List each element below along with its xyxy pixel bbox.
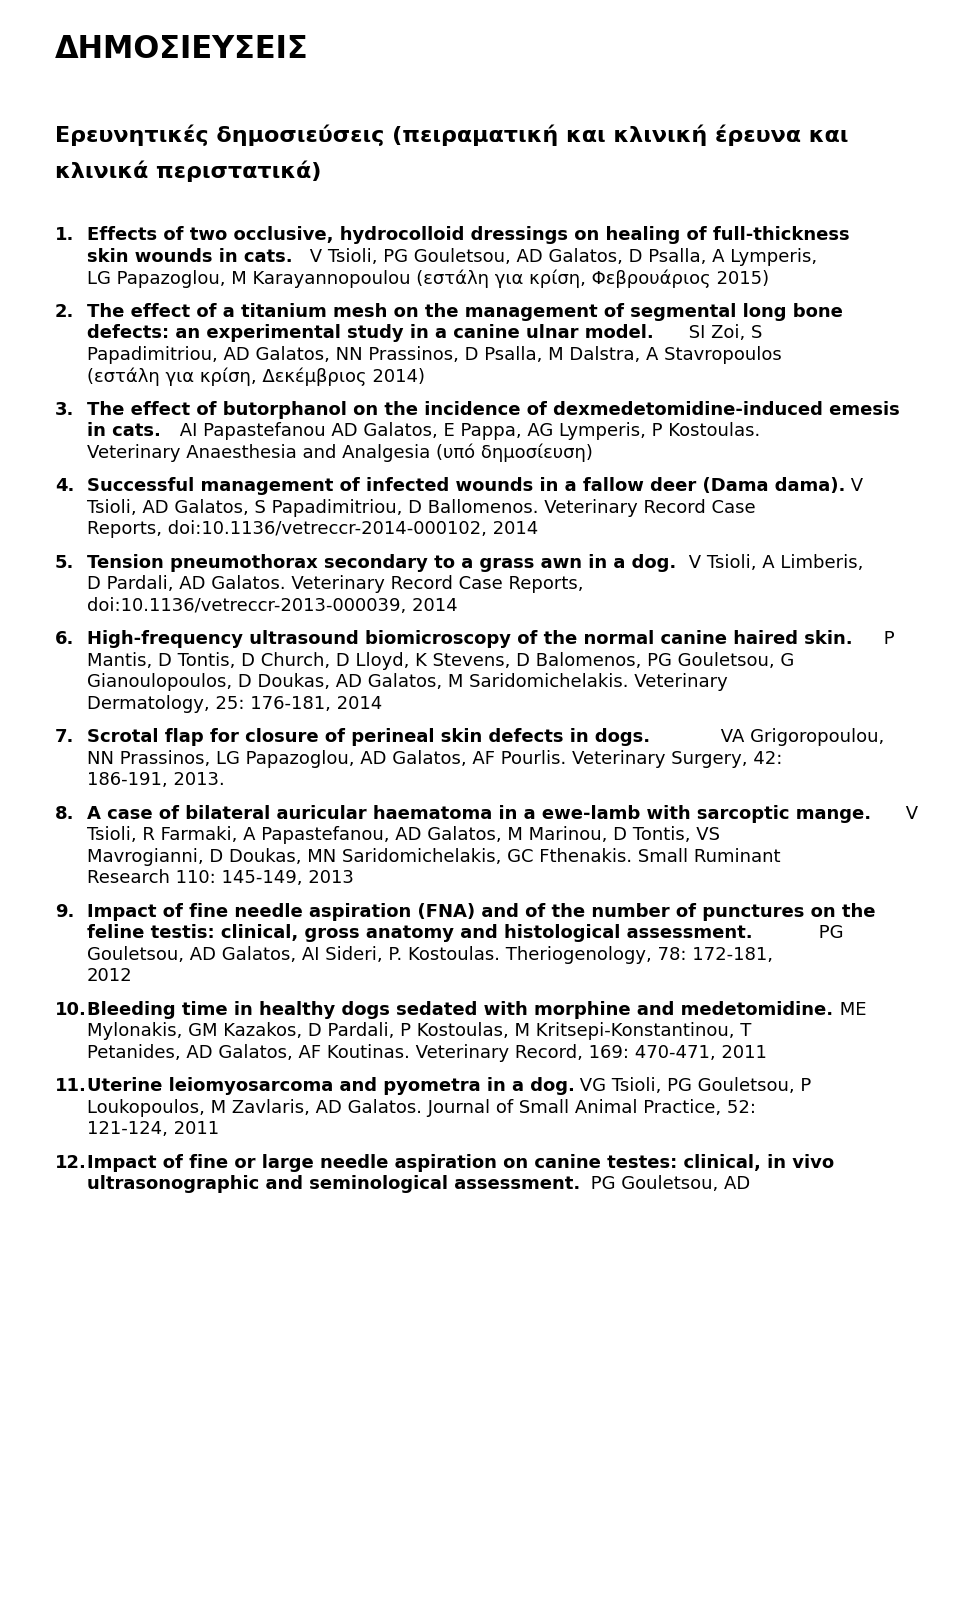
Text: 10.: 10. [55, 1000, 86, 1018]
Text: 3.: 3. [55, 401, 74, 419]
Text: The effect of a titanium mesh on the management of segmental long bone: The effect of a titanium mesh on the man… [87, 303, 843, 321]
Text: D Pardali, AD Galatos. Veterinary Record Case Reports,: D Pardali, AD Galatos. Veterinary Record… [87, 575, 584, 593]
Text: Tension pneumothorax secondary to a grass awn in a dog.: Tension pneumothorax secondary to a gras… [87, 554, 676, 572]
Text: 1.: 1. [55, 226, 74, 245]
Text: Papadimitriou, AD Galatos, NN Prassinos, D Psalla, M Dalstra, A Stavropoulos: Papadimitriou, AD Galatos, NN Prassinos,… [87, 346, 781, 364]
Text: V Tsioli, A Limberis,: V Tsioli, A Limberis, [683, 554, 863, 572]
Text: Successful management of infected wounds in a fallow deer (Dama dama).: Successful management of infected wounds… [87, 477, 846, 495]
Text: Scrotal flap for closure of perineal skin defects in dogs.: Scrotal flap for closure of perineal ski… [87, 728, 650, 746]
Text: 8.: 8. [55, 804, 75, 823]
Text: 186-191, 2013.: 186-191, 2013. [87, 772, 225, 789]
Text: 7.: 7. [55, 728, 74, 746]
Text: 9.: 9. [55, 902, 74, 920]
Text: ΔΗΜΟΣΙΕΥΣΕΙΣ: ΔΗΜΟΣΙΕΥΣΕΙΣ [55, 35, 309, 64]
Text: ultrasonographic and seminological assessment.: ultrasonographic and seminological asses… [87, 1174, 580, 1194]
Text: Veterinary Anaesthesia and Analgesia (υπό δημοσίευση): Veterinary Anaesthesia and Analgesia (υπ… [87, 443, 593, 462]
Text: 5.: 5. [55, 554, 74, 572]
Text: AI Papastefanou AD Galatos, E Pappa, AG Lymperis, P Kostoulas.: AI Papastefanou AD Galatos, E Pappa, AG … [174, 422, 760, 440]
Text: V Tsioli, PG Gouletsou, AD Galatos, D Psalla, A Lymperis,: V Tsioli, PG Gouletsou, AD Galatos, D Ps… [303, 248, 817, 266]
Text: Ερευνητικές δημοσιεύσεις (πειραματική και κλινική έρευνα και: Ερευνητικές δημοσιεύσεις (πειραματική κα… [55, 126, 849, 147]
Text: Uterine leiomyosarcoma and pyometra in a dog.: Uterine leiomyosarcoma and pyometra in a… [87, 1078, 575, 1095]
Text: 2012: 2012 [87, 967, 132, 984]
Text: Reports, doi:10.1136/vetreccr-2014-000102, 2014: Reports, doi:10.1136/vetreccr-2014-00010… [87, 520, 539, 538]
Text: ME: ME [834, 1000, 867, 1018]
Text: Mantis, D Tontis, D Church, D Lloyd, K Stevens, D Balomenos, PG Gouletsou, G: Mantis, D Tontis, D Church, D Lloyd, K S… [87, 651, 794, 670]
Text: 121-124, 2011: 121-124, 2011 [87, 1120, 219, 1137]
Text: defects: an experimental study in a canine ulnar model.: defects: an experimental study in a cani… [87, 324, 654, 342]
Text: VA Grigoropoulou,: VA Grigoropoulou, [715, 728, 884, 746]
Text: VG Tsioli, PG Gouletsou, P: VG Tsioli, PG Gouletsou, P [574, 1078, 812, 1095]
Text: 11.: 11. [55, 1078, 86, 1095]
Text: in cats.: in cats. [87, 422, 161, 440]
Text: Tsioli, AD Galatos, S Papadimitriou, D Ballomenos. Veterinary Record Case: Tsioli, AD Galatos, S Papadimitriou, D B… [87, 499, 756, 517]
Text: 4.: 4. [55, 477, 74, 495]
Text: doi:10.1136/vetreccr-2013-000039, 2014: doi:10.1136/vetreccr-2013-000039, 2014 [87, 596, 458, 615]
Text: Tsioli, R Farmaki, A Papastefanou, AD Galatos, M Marinou, D Tontis, VS: Tsioli, R Farmaki, A Papastefanou, AD Ga… [87, 826, 720, 844]
Text: Research 110: 145-149, 2013: Research 110: 145-149, 2013 [87, 868, 354, 888]
Text: Impact of fine or large needle aspiration on canine testes: clinical, in vivo: Impact of fine or large needle aspiratio… [87, 1153, 834, 1171]
Text: A case of bilateral auricular haematoma in a ewe-lamb with sarcoptic mange.: A case of bilateral auricular haematoma … [87, 804, 871, 823]
Text: SI Zoi, S: SI Zoi, S [683, 324, 762, 342]
Text: (εστάλη για κρίση, Δεκέμβριος 2014): (εστάλη για κρίση, Δεκέμβριος 2014) [87, 367, 425, 385]
Text: Dermatology, 25: 176-181, 2014: Dermatology, 25: 176-181, 2014 [87, 694, 382, 712]
Text: Impact of fine needle aspiration (FNA) and of the number of punctures on the: Impact of fine needle aspiration (FNA) a… [87, 902, 876, 920]
Text: Mavrogianni, D Doukas, MN Saridomichelakis, GC Fthenakis. Small Ruminant: Mavrogianni, D Doukas, MN Saridomichelak… [87, 847, 780, 865]
Text: Petanides, AD Galatos, AF Koutinas. Veterinary Record, 169: 470-471, 2011: Petanides, AD Galatos, AF Koutinas. Vete… [87, 1044, 767, 1062]
Text: PG: PG [813, 925, 843, 942]
Text: Loukopoulos, M Zavlaris, AD Galatos. Journal of Small Animal Practice, 52:: Loukopoulos, M Zavlaris, AD Galatos. Jou… [87, 1099, 756, 1116]
Text: NN Prassinos, LG Papazoglou, AD Galatos, AF Pourlis. Veterinary Surgery, 42:: NN Prassinos, LG Papazoglou, AD Galatos,… [87, 749, 782, 767]
Text: V: V [900, 804, 918, 823]
Text: Effects of two occlusive, hydrocolloid dressings on healing of full-thickness: Effects of two occlusive, hydrocolloid d… [87, 226, 850, 245]
Text: Gianoulopoulos, D Doukas, AD Galatos, M Saridomichelakis. Veterinary: Gianoulopoulos, D Doukas, AD Galatos, M … [87, 673, 728, 691]
Text: Mylonakis, GM Kazakos, D Pardali, P Kostoulas, M Kritsepi-Konstantinou, T: Mylonakis, GM Kazakos, D Pardali, P Kost… [87, 1021, 752, 1041]
Text: 6.: 6. [55, 630, 74, 648]
Text: P: P [877, 630, 895, 648]
Text: feline testis: clinical, gross anatomy and histological assessment.: feline testis: clinical, gross anatomy a… [87, 925, 753, 942]
Text: 12.: 12. [55, 1153, 86, 1171]
Text: V: V [846, 477, 863, 495]
Text: 2.: 2. [55, 303, 74, 321]
Text: Gouletsou, AD Galatos, AI Sideri, P. Kostoulas. Theriogenology, 78: 172-181,: Gouletsou, AD Galatos, AI Sideri, P. Kos… [87, 946, 773, 963]
Text: κλινικά περιστατικά): κλινικά περιστατικά) [55, 161, 322, 182]
Text: PG Gouletsou, AD: PG Gouletsou, AD [586, 1174, 751, 1194]
Text: Bleeding time in healthy dogs sedated with morphine and medetomidine.: Bleeding time in healthy dogs sedated wi… [87, 1000, 833, 1018]
Text: High-frequency ultrasound biomicroscopy of the normal canine haired skin.: High-frequency ultrasound biomicroscopy … [87, 630, 852, 648]
Text: skin wounds in cats.: skin wounds in cats. [87, 248, 293, 266]
Text: LG Papazoglou, M Karayannopoulou (εστάλη για κρίση, Φεβρουάριος 2015): LG Papazoglou, M Karayannopoulou (εστάλη… [87, 269, 769, 288]
Text: The effect of butorphanol on the incidence of dexmedetomidine-induced emesis: The effect of butorphanol on the inciden… [87, 401, 900, 419]
